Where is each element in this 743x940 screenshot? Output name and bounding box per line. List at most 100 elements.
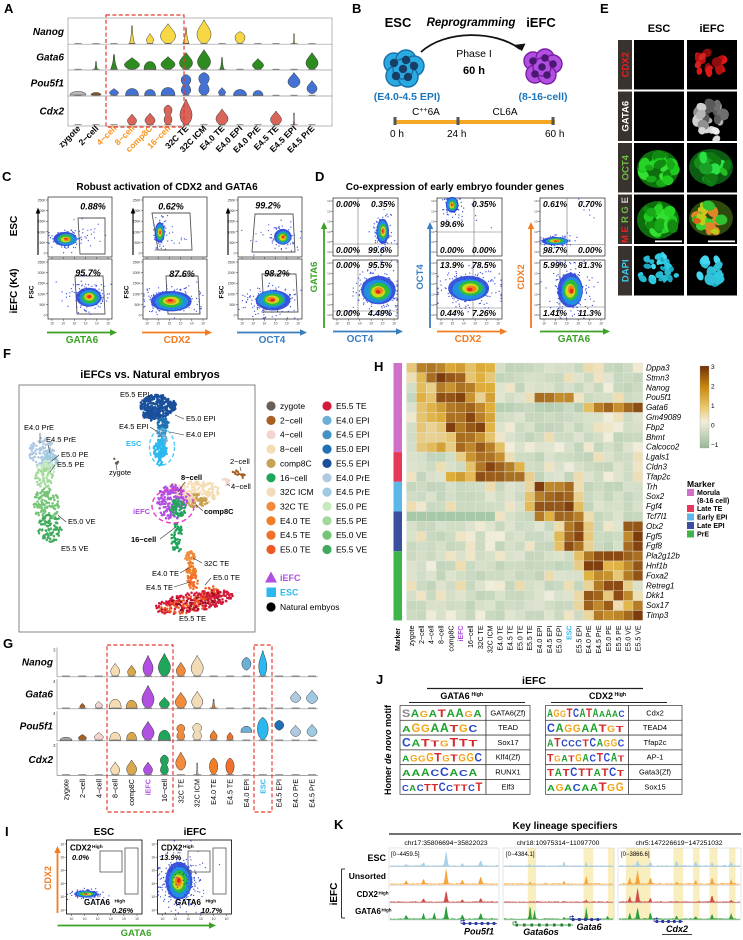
svg-text:A: A xyxy=(450,768,459,779)
svg-text:A: A xyxy=(606,708,612,720)
svg-text:T: T xyxy=(453,783,460,793)
svg-text:150K: 150K xyxy=(133,220,142,224)
svg-text:chr17:35806694−35822023: chr17:35806694−35822023 xyxy=(404,840,488,847)
svg-text:G: G xyxy=(564,723,572,735)
svg-text:A: A xyxy=(611,750,618,764)
svg-text:E5.0 VE: E5.0 VE xyxy=(626,625,633,651)
svg-text:G: G xyxy=(611,738,618,750)
svg-text:C: C xyxy=(431,768,441,778)
svg-text:ESC: ESC xyxy=(385,15,412,30)
svg-text:CL6A: CL6A xyxy=(492,107,517,118)
svg-text:10: 10 xyxy=(73,322,77,326)
svg-text:A: A xyxy=(599,709,606,719)
svg-text:High: High xyxy=(183,844,194,850)
svg-text:zygote: zygote xyxy=(280,401,305,411)
svg-text:E4.5 EPI: E4.5 EPI xyxy=(336,430,370,440)
svg-text:T: T xyxy=(597,750,604,764)
svg-text:10: 10 xyxy=(60,895,64,899)
svg-text:iEFC: iEFC xyxy=(144,779,153,795)
svg-text:A: A xyxy=(590,783,598,794)
svg-text:Stmn3: Stmn3 xyxy=(646,373,670,382)
svg-text:Calcoco2: Calcoco2 xyxy=(646,443,680,452)
svg-text:T: T xyxy=(450,736,459,750)
svg-text:10: 10 xyxy=(534,240,538,244)
svg-text:10: 10 xyxy=(251,322,255,326)
svg-text:A: A xyxy=(469,768,478,779)
svg-text:T: T xyxy=(431,739,441,749)
svg-text:G: G xyxy=(459,723,468,735)
svg-text:E4.5 EPI: E4.5 EPI xyxy=(275,779,284,807)
svg-text:C: C xyxy=(459,768,468,778)
svg-text:8−cell: 8−cell xyxy=(111,779,120,798)
svg-text:G: G xyxy=(458,752,466,764)
svg-text:A: A xyxy=(561,753,568,764)
svg-text:Foxa2: Foxa2 xyxy=(646,571,669,580)
svg-text:250K: 250K xyxy=(38,261,47,265)
svg-text:E4.5 PrE: E4.5 PrE xyxy=(596,625,603,653)
svg-text:GATA6: GATA6 xyxy=(558,334,591,345)
svg-text:Pou5f1: Pou5f1 xyxy=(20,721,54,732)
svg-text:C: C xyxy=(468,783,475,794)
svg-text:(E4.0-4.5 EPI): (E4.0-4.5 EPI) xyxy=(374,91,441,103)
svg-text:S: S xyxy=(402,708,410,720)
svg-text:E4.5 EPI: E4.5 EPI xyxy=(119,422,149,431)
svg-text:E5.5 EPI: E5.5 EPI xyxy=(576,625,583,653)
svg-text:GATA6: GATA6 xyxy=(84,898,110,907)
svg-text:4−cell: 4−cell xyxy=(429,625,436,644)
svg-text:32C ICM: 32C ICM xyxy=(280,487,314,497)
svg-text:Retreg1: Retreg1 xyxy=(646,581,674,590)
svg-text:GATA6: GATA6 xyxy=(355,907,381,916)
svg-text:0.44%: 0.44% xyxy=(440,308,465,318)
svg-text:10: 10 xyxy=(212,917,216,921)
svg-text:AP-1: AP-1 xyxy=(647,753,664,762)
svg-text:150K: 150K xyxy=(228,282,237,286)
svg-text:0.00%: 0.00% xyxy=(578,245,603,255)
svg-text:C: C xyxy=(469,724,478,735)
svg-text:2: 2 xyxy=(711,384,715,391)
svg-text:C: C xyxy=(619,709,625,720)
svg-text:PrE: PrE xyxy=(697,532,709,539)
svg-text:C: C xyxy=(402,784,409,793)
svg-text:50K: 50K xyxy=(39,241,46,245)
svg-text:200K: 200K xyxy=(228,271,237,275)
svg-text:T: T xyxy=(601,767,608,779)
svg-text:T: T xyxy=(469,738,478,749)
svg-text:99.2%: 99.2% xyxy=(255,201,281,211)
svg-text:T: T xyxy=(578,767,585,779)
svg-text:GATA6: GATA6 xyxy=(309,262,320,293)
svg-text:10: 10 xyxy=(201,322,205,326)
svg-text:E4.5 PrE: E4.5 PrE xyxy=(46,435,76,444)
svg-text:50K: 50K xyxy=(229,241,236,245)
svg-text:4.49%: 4.49% xyxy=(367,308,393,318)
svg-text:0: 0 xyxy=(234,252,236,256)
svg-text:Sox17: Sox17 xyxy=(646,601,669,610)
svg-text:[0−4384.1]: [0−4384.1] xyxy=(506,852,535,858)
svg-text:R: R xyxy=(620,216,631,223)
svg-text:32C ICM: 32C ICM xyxy=(488,625,495,653)
svg-text:4: 4 xyxy=(53,711,56,716)
svg-text:11.3%: 11.3% xyxy=(578,308,602,318)
svg-text:A: A xyxy=(582,752,589,764)
svg-text:3: 3 xyxy=(53,743,56,748)
svg-text:iEFC: iEFC xyxy=(526,15,556,30)
svg-text:[0−4459.5]: [0−4459.5] xyxy=(391,852,420,858)
svg-text:G: G xyxy=(560,709,566,719)
svg-text:C: C xyxy=(402,737,411,750)
svg-text:10: 10 xyxy=(431,240,435,244)
svg-text:Cdx2: Cdx2 xyxy=(666,924,688,934)
svg-text:CDX2: CDX2 xyxy=(43,866,53,890)
svg-text:M: M xyxy=(620,235,631,243)
svg-text:A: A xyxy=(456,706,464,720)
svg-text:16−cell: 16−cell xyxy=(131,535,156,544)
svg-text:10: 10 xyxy=(327,303,331,307)
svg-text:iEFC (K4): iEFC (K4) xyxy=(9,269,20,314)
svg-text:Tfap2c: Tfap2c xyxy=(646,472,670,481)
svg-text:chr18:10975314−11097700: chr18:10975314−11097700 xyxy=(517,840,600,847)
svg-text:iEFCs vs. Natural embryos: iEFCs vs. Natural embryos xyxy=(80,369,219,381)
svg-text:T: T xyxy=(567,706,573,720)
svg-text:10: 10 xyxy=(70,917,74,921)
svg-text:Late EPI: Late EPI xyxy=(697,523,725,530)
svg-text:CDX2: CDX2 xyxy=(161,844,183,853)
svg-text:10: 10 xyxy=(392,322,396,326)
svg-text:100K: 100K xyxy=(133,292,142,296)
